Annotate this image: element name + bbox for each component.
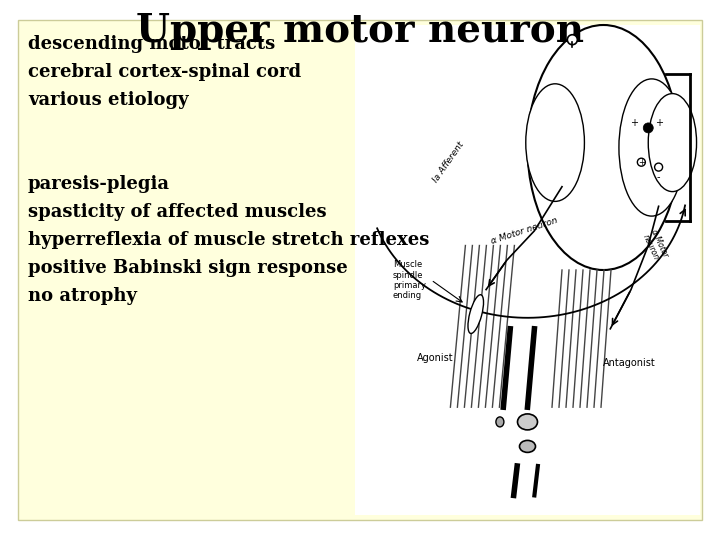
Circle shape	[654, 163, 662, 171]
Circle shape	[637, 158, 645, 166]
Text: α Motor
neuron: α Motor neuron	[640, 228, 670, 263]
Text: no atrophy: no atrophy	[28, 287, 137, 305]
Ellipse shape	[528, 25, 679, 270]
Text: Antagonist: Antagonist	[603, 358, 656, 368]
Text: descending motor tracts: descending motor tracts	[28, 35, 275, 53]
FancyBboxPatch shape	[18, 20, 702, 520]
Ellipse shape	[520, 441, 536, 453]
Text: Upper motor neuron: Upper motor neuron	[136, 12, 584, 50]
Text: +: +	[631, 118, 639, 128]
Text: cerebral cortex-spinal cord: cerebral cortex-spinal cord	[28, 63, 301, 81]
Text: α Motor neuron: α Motor neuron	[490, 216, 559, 246]
Text: Muscle
spindle
primary
ending: Muscle spindle primary ending	[393, 260, 426, 300]
Ellipse shape	[619, 79, 685, 216]
Ellipse shape	[468, 295, 484, 334]
Ellipse shape	[648, 93, 696, 192]
Text: Ia Afferent: Ia Afferent	[431, 140, 465, 184]
FancyBboxPatch shape	[355, 25, 700, 515]
Text: paresis-plegia: paresis-plegia	[28, 175, 170, 193]
Ellipse shape	[496, 417, 504, 427]
Text: various etiology: various etiology	[28, 91, 189, 109]
Circle shape	[643, 123, 653, 133]
Text: positive Babinski sign response: positive Babinski sign response	[28, 259, 348, 277]
Text: spasticity of affected muscles: spasticity of affected muscles	[28, 203, 327, 221]
Text: hyperreflexia of muscle stretch reflexes: hyperreflexia of muscle stretch reflexes	[28, 231, 429, 249]
Text: +: +	[654, 118, 662, 128]
Text: -: -	[657, 172, 660, 182]
Circle shape	[567, 35, 577, 45]
Ellipse shape	[518, 414, 538, 430]
Text: Agonist: Agonist	[417, 353, 454, 363]
Ellipse shape	[526, 84, 585, 201]
Text: +: +	[638, 158, 645, 167]
